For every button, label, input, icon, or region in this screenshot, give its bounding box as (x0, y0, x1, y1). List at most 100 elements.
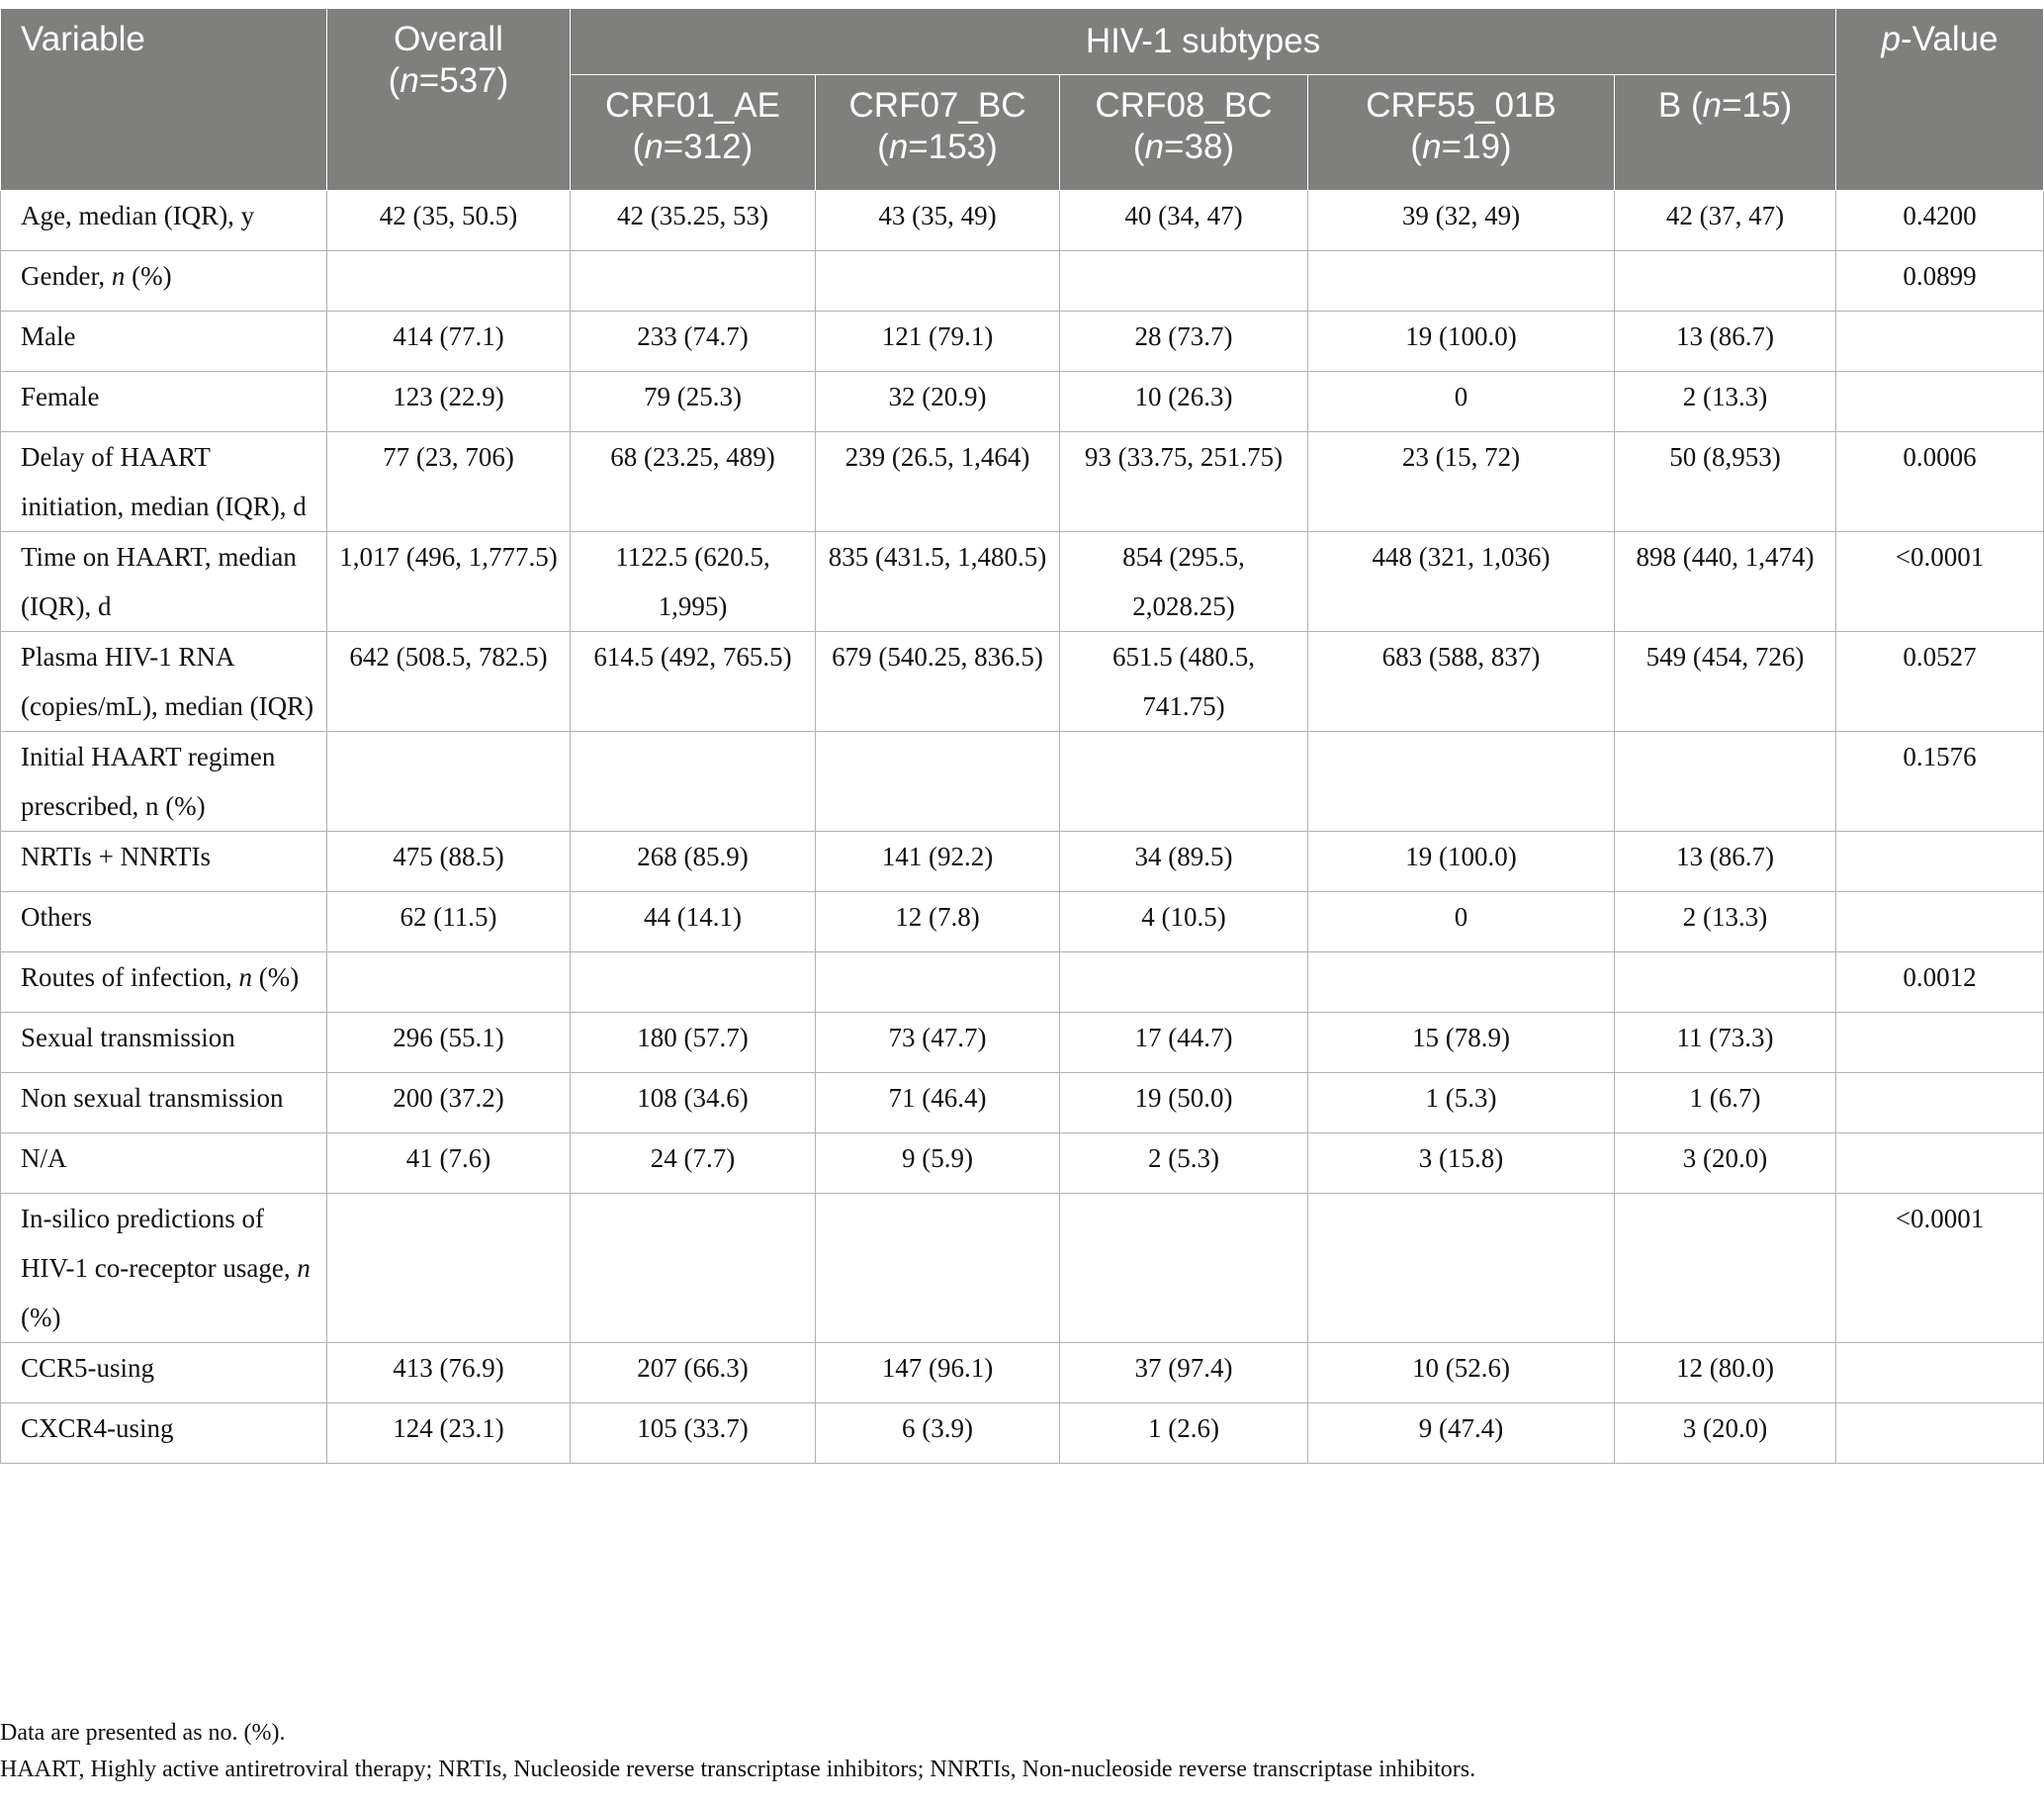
table-cell: 141 (92.2) (815, 831, 1060, 892)
table-cell: 207 (66.3) (570, 1342, 816, 1403)
row-label: Time on HAART, median (IQR), d (0, 531, 327, 632)
table-row: NRTIs + NNRTIs 475 (88.5) 268 (85.9) 141 (9… (0, 831, 2044, 892)
table-cell: 414 (77.1) (326, 311, 571, 372)
table-row: Male 414 (77.1) 233 (74.7) 121 (79.1) 28 (73… (0, 311, 2044, 372)
table-cell: 105 (33.7) (570, 1402, 816, 1464)
table-cell: 679 (540.25, 836.5) (815, 631, 1060, 732)
header-subtype: B (n=15) (1613, 74, 1837, 191)
header-variable: Variable (0, 8, 327, 191)
table-cell: 15 (78.9) (1307, 1012, 1615, 1073)
table-cell: 23 (15, 72) (1307, 431, 1615, 532)
row-label: CCR5-using (0, 1342, 327, 1403)
table-cell: 43 (35, 49) (815, 190, 1060, 251)
table-cell (815, 1193, 1060, 1343)
table-cell: 413 (76.9) (326, 1342, 571, 1403)
header-pvalue: p-Value (1835, 8, 2044, 191)
table-cell: 10 (52.6) (1307, 1342, 1615, 1403)
header-overall: Overall (n=537) (326, 8, 571, 191)
table-cell: 93 (33.75, 251.75) (1059, 431, 1308, 532)
table-cell: 71 (46.4) (815, 1072, 1060, 1133)
header-overall-n: (n=537) (388, 61, 509, 100)
header-overall-label: Overall (394, 20, 503, 58)
p-value-cell: 0.0012 (1835, 951, 2044, 1013)
table-cell (570, 250, 816, 312)
table-cell: 19 (50.0) (1059, 1072, 1308, 1133)
p-value-cell: <0.0001 (1835, 1193, 2044, 1343)
row-label: N/A (0, 1132, 327, 1194)
table-cell: 268 (85.9) (570, 831, 816, 892)
table-row: Initial HAART regimen prescribed, n (%) 0… (0, 731, 2044, 832)
table-cell: 10 (26.3) (1059, 371, 1308, 432)
table-cell: 68 (23.25, 489) (570, 431, 816, 532)
row-label: Plasma HIV-1 RNA (copies/mL), median (IQ… (0, 631, 327, 732)
p-value-cell: 0.0006 (1835, 431, 2044, 532)
header-subtype: CRF08_BC (n=38) (1059, 74, 1308, 191)
table-cell: 42 (35, 50.5) (326, 190, 571, 251)
row-label: Gender, n (%) (0, 250, 327, 312)
table-row: Female 123 (22.9) 79 (25.3) 32 (20.9) 10 (26… (0, 371, 2044, 432)
table-row: CXCR4-using 124 (23.1) 105 (33.7) 6 (3.9) 1 … (0, 1402, 2044, 1464)
p-value-cell: 0.4200 (1835, 190, 2044, 251)
table-cell (570, 731, 816, 832)
table-row: Plasma HIV-1 RNA (copies/mL), median (IQ… (0, 631, 2044, 732)
table-cell (1613, 250, 1837, 312)
table-cell: 11 (73.3) (1613, 1012, 1837, 1073)
table-cell: 44 (14.1) (570, 891, 816, 952)
table-cell: 239 (26.5, 1,464) (815, 431, 1060, 532)
table-cell: 39 (32, 49) (1307, 190, 1615, 251)
table-row: Age, median (IQR), y 42 (35, 50.5) 42 (35.… (0, 190, 2044, 251)
table-row: Routes of infection, n (%) 0.0012 (0, 951, 2044, 1013)
row-label: Age, median (IQR), y (0, 190, 327, 251)
row-label: Delay of HAART initiation, median (IQR),… (0, 431, 327, 532)
table-cell: 4 (10.5) (1059, 891, 1308, 952)
table-cell: 9 (47.4) (1307, 1402, 1615, 1464)
p-value-cell (1835, 1132, 2044, 1194)
table-row: N/A 41 (7.6) 24 (7.7) 9 (5.9) 2 (5.3) 3 (15.8… (0, 1132, 2044, 1194)
table-cell: 13 (86.7) (1613, 311, 1837, 372)
table-cell: 17 (44.7) (1059, 1012, 1308, 1073)
table-cell (815, 250, 1060, 312)
table-cell: 2 (13.3) (1613, 371, 1837, 432)
p-value-cell (1835, 891, 2044, 952)
table-cell: 42 (37, 47) (1613, 190, 1837, 251)
table-row: Sexual transmission 296 (55.1) 180 (57.7) 7… (0, 1012, 2044, 1073)
row-label: Male (0, 311, 327, 372)
row-label: Others (0, 891, 327, 952)
table-cell (326, 1193, 571, 1343)
table-cell: 642 (508.5, 782.5) (326, 631, 571, 732)
p-value-cell (1835, 1402, 2044, 1464)
table-cell (1059, 250, 1308, 312)
p-value-cell (1835, 1342, 2044, 1403)
table-row: Non sexual transmission 200 (37.2) 108 (34… (0, 1072, 2044, 1133)
table-cell: 19 (100.0) (1307, 831, 1615, 892)
table-cell: 41 (7.6) (326, 1132, 571, 1194)
table-cell (1059, 951, 1308, 1013)
table-cell: 475 (88.5) (326, 831, 571, 892)
footnote-abbreviations: HAART, Highly active antiretroviral ther… (0, 1757, 1476, 1782)
table-cell (570, 951, 816, 1013)
table-cell: 683 (588, 837) (1307, 631, 1615, 732)
table-cell: 24 (7.7) (570, 1132, 816, 1194)
row-label: CXCR4-using (0, 1402, 327, 1464)
p-value-cell: 0.0527 (1835, 631, 2044, 732)
table-cell (1307, 250, 1615, 312)
table-cell: 77 (23, 706) (326, 431, 571, 532)
table-cell (1613, 1193, 1837, 1343)
table-cell (570, 1193, 816, 1343)
table-row: Others 62 (11.5) 44 (14.1) 12 (7.8) 4 (10.5)… (0, 891, 2044, 952)
table-cell: 1 (2.6) (1059, 1402, 1308, 1464)
row-label: NRTIs + NNRTIs (0, 831, 327, 892)
table-cell: 1,017 (496, 1,777.5) (326, 531, 571, 632)
table-cell: 32 (20.9) (815, 371, 1060, 432)
table-row: In-silico predictions of HIV-1 co-recept… (0, 1193, 2044, 1343)
header-subtype: CRF55_01B (n=19) (1307, 74, 1615, 191)
table-row: Time on HAART, median (IQR), d 1,017 (496… (0, 531, 2044, 632)
row-label: Sexual transmission (0, 1012, 327, 1073)
table-cell (1307, 951, 1615, 1013)
table-cell: 1 (5.3) (1307, 1072, 1615, 1133)
p-value-cell (1835, 831, 2044, 892)
row-label: In-silico predictions of HIV-1 co-recept… (0, 1193, 327, 1343)
table-cell: 2 (13.3) (1613, 891, 1837, 952)
table-cell: 549 (454, 726) (1613, 631, 1837, 732)
table-row: Delay of HAART initiation, median (IQR),… (0, 431, 2044, 532)
